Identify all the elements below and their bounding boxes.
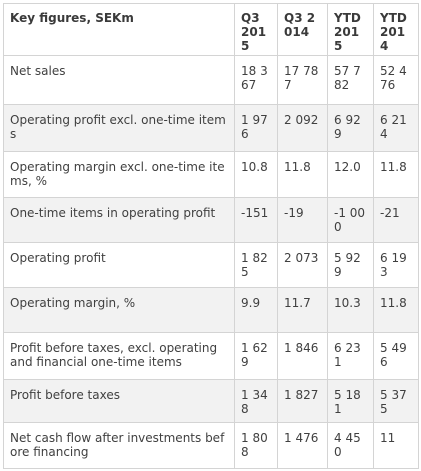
cell-ytd-2015: 12.0: [327, 151, 374, 198]
cell-ytd-2014: 6 193: [373, 242, 419, 288]
row-label: Operating profit excl. one-time items: [3, 104, 235, 152]
header-ytd-2015: YTD 2015: [327, 3, 374, 56]
row-label: Net cash flow after investments before f…: [3, 422, 235, 469]
row-label: Operating profit: [3, 242, 235, 288]
cell-ytd-2014: -21: [373, 197, 419, 243]
header-ytd-2014: YTD 2014: [373, 3, 419, 56]
header-q3-2014: Q3 2014: [277, 3, 328, 56]
cell-q3-2014: -19: [277, 197, 328, 243]
table-row: Operating margin, % 9.9 11.7 10.3 11.8: [3, 287, 419, 333]
cell-q3-2014: 17 787: [277, 55, 328, 105]
cell-q3-2014: 2 073: [277, 242, 328, 288]
cell-ytd-2015: 4 450: [327, 422, 374, 469]
cell-ytd-2014: 11.8: [373, 287, 419, 333]
cell-ytd-2014: 11: [373, 422, 419, 469]
row-label: Profit before taxes: [3, 379, 235, 423]
row-label: Net sales: [3, 55, 235, 105]
table-row: Operating margin excl. one-time items, %…: [3, 151, 419, 198]
table-row: Operating profit excl. one-time items 1 …: [3, 104, 419, 152]
cell-q3-2015: -151: [234, 197, 278, 243]
table-row: Operating profit 1 825 2 073 5 929 6 193: [3, 242, 419, 288]
cell-q3-2015: 1 825: [234, 242, 278, 288]
cell-ytd-2014: 5 375: [373, 379, 419, 423]
cell-ytd-2015: 6 231: [327, 332, 374, 380]
row-label: Operating margin, %: [3, 287, 235, 333]
cell-ytd-2015: -1 000: [327, 197, 374, 243]
cell-q3-2014: 11.8: [277, 151, 328, 198]
table-row: Profit before taxes, excl. operating and…: [3, 332, 419, 380]
cell-q3-2014: 2 092: [277, 104, 328, 152]
row-label: One-time items in operating profit: [3, 197, 235, 243]
table-row: Net sales 18 367 17 787 57 782 52 476: [3, 55, 419, 105]
cell-q3-2015: 18 367: [234, 55, 278, 105]
cell-q3-2014: 1 846: [277, 332, 328, 380]
header-row: Key figures, SEKm Q3 2015 Q3 2014 YTD 20…: [3, 3, 419, 56]
key-figures-table: Key figures, SEKm Q3 2015 Q3 2014 YTD 20…: [3, 3, 419, 469]
cell-q3-2014: 1 476: [277, 422, 328, 469]
cell-q3-2015: 1 629: [234, 332, 278, 380]
cell-q3-2015: 9.9: [234, 287, 278, 333]
cell-q3-2015: 1 976: [234, 104, 278, 152]
cell-q3-2015: 1 808: [234, 422, 278, 469]
cell-ytd-2015: 6 929: [327, 104, 374, 152]
cell-ytd-2015: 10.3: [327, 287, 374, 333]
cell-ytd-2015: 57 782: [327, 55, 374, 105]
cell-ytd-2014: 5 496: [373, 332, 419, 380]
cell-ytd-2014: 11.8: [373, 151, 419, 198]
table-row: Profit before taxes 1 348 1 827 5 181 5 …: [3, 379, 419, 423]
header-q3-2015: Q3 2015: [234, 3, 278, 56]
cell-q3-2015: 1 348: [234, 379, 278, 423]
row-label: Operating margin excl. one-time items, %: [3, 151, 235, 198]
cell-ytd-2014: 52 476: [373, 55, 419, 105]
row-label: Profit before taxes, excl. operating and…: [3, 332, 235, 380]
cell-q3-2014: 11.7: [277, 287, 328, 333]
table-row: One-time items in operating profit -151 …: [3, 197, 419, 243]
cell-ytd-2015: 5 929: [327, 242, 374, 288]
cell-q3-2015: 10.8: [234, 151, 278, 198]
cell-q3-2014: 1 827: [277, 379, 328, 423]
cell-ytd-2014: 6 214: [373, 104, 419, 152]
table-row: Net cash flow after investments before f…: [3, 422, 419, 469]
header-key-figures: Key figures, SEKm: [3, 3, 235, 56]
cell-ytd-2015: 5 181: [327, 379, 374, 423]
